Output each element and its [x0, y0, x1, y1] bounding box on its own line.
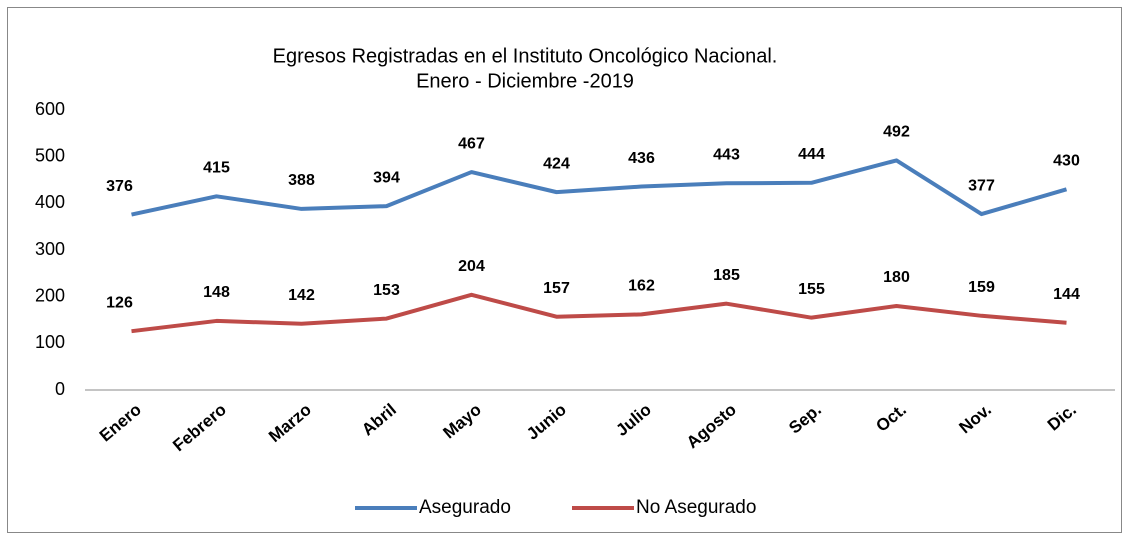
y-tick-label: 400	[35, 192, 65, 212]
data-label: 415	[203, 160, 230, 177]
series-line	[131, 292, 1067, 334]
data-label: 424	[543, 155, 570, 172]
data-label: 180	[883, 269, 910, 286]
y-tick-label: 500	[35, 145, 65, 165]
data-label: 204	[458, 258, 485, 275]
data-label: 148	[203, 284, 230, 301]
data-label: 388	[288, 172, 315, 189]
chart-subtitle: Enero - Diciembre -2019	[416, 70, 634, 92]
series-line	[131, 158, 1068, 217]
y-tick-label: 600	[35, 99, 65, 119]
data-label: 444	[798, 146, 825, 163]
data-label: 467	[458, 135, 485, 152]
data-label: 153	[373, 282, 400, 299]
data-label: 142	[288, 287, 315, 304]
legend-label: No Asegurado	[636, 497, 756, 518]
legend-label: Asegurado	[419, 497, 511, 518]
chart-border	[7, 7, 1122, 533]
data-label: 394	[373, 169, 400, 186]
data-label: 159	[968, 279, 995, 296]
data-label: 155	[798, 281, 825, 298]
y-tick-label: 200	[35, 285, 65, 305]
data-label: 376	[106, 178, 133, 195]
data-label: 430	[1053, 153, 1080, 170]
data-label: 157	[543, 280, 570, 297]
data-label: 162	[628, 278, 655, 295]
data-label: 377	[968, 177, 995, 194]
y-tick-label: 300	[35, 239, 65, 259]
chart-title: Egresos Registradas en el Instituto Onco…	[273, 45, 778, 67]
data-label: 144	[1053, 286, 1080, 303]
data-label: 492	[883, 124, 910, 141]
y-tick-label: 0	[55, 379, 65, 399]
data-label: 436	[628, 150, 655, 167]
y-tick-label: 100	[35, 332, 65, 352]
data-label: 126	[106, 294, 133, 311]
data-label: 443	[713, 146, 740, 163]
data-label: 185	[713, 267, 740, 284]
